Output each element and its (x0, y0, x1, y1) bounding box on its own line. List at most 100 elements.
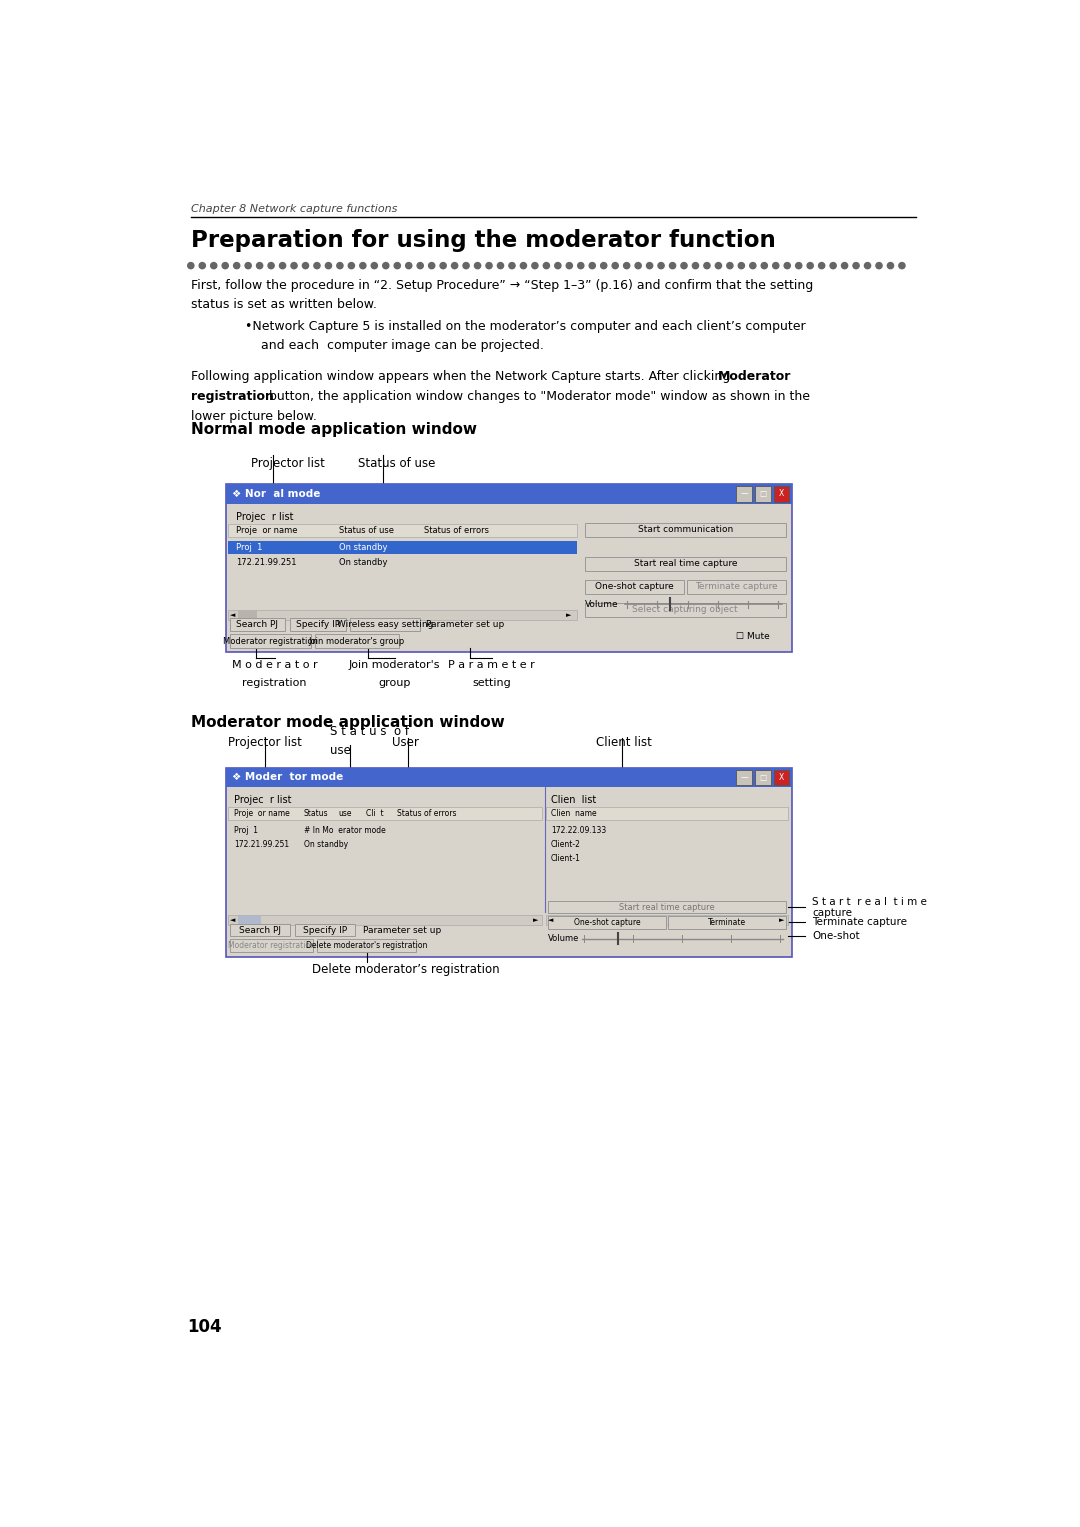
Text: Status of use: Status of use (359, 457, 435, 470)
Circle shape (302, 263, 309, 269)
Bar (669, 916, 786, 928)
Text: Wireless easy setting: Wireless easy setting (337, 620, 433, 629)
Text: X: X (779, 490, 784, 498)
Text: Terminate capture: Terminate capture (696, 582, 778, 591)
Text: Client-1: Client-1 (551, 854, 581, 863)
Text: Terminate: Terminate (708, 918, 746, 927)
Text: Search PJ: Search PJ (239, 925, 281, 935)
Text: Join moderator's: Join moderator's (349, 660, 441, 670)
Circle shape (325, 263, 332, 269)
Circle shape (635, 263, 642, 269)
Circle shape (704, 263, 710, 269)
Text: Parameter set up: Parameter set up (363, 925, 441, 935)
Bar (584, 580, 684, 594)
Text: Parameter set up: Parameter set up (427, 620, 504, 629)
Text: □: □ (759, 490, 767, 498)
Text: lower picture below.: lower picture below. (191, 409, 316, 423)
Bar (773, 770, 789, 785)
Circle shape (819, 263, 825, 269)
Text: registration: registration (191, 389, 273, 403)
Text: Moderator registration: Moderator registration (222, 637, 318, 646)
Bar (227, 484, 793, 504)
Text: Client list: Client list (596, 736, 652, 750)
Circle shape (245, 263, 252, 269)
Bar (318, 939, 416, 951)
Text: ❖ Moder  tor mode: ❖ Moder tor mode (232, 773, 343, 782)
Circle shape (680, 263, 687, 269)
Circle shape (566, 263, 572, 269)
Text: •Network Capture 5 is installed on the moderator’s computer and each client’s co: •Network Capture 5 is installed on the m… (245, 319, 806, 333)
Circle shape (257, 263, 262, 269)
Text: Chapter 8 Network capture functions: Chapter 8 Network capture functions (191, 205, 397, 214)
Text: Proje  or name: Proje or name (234, 809, 289, 818)
Circle shape (692, 263, 699, 269)
Text: status is set as written below.: status is set as written below. (191, 298, 377, 312)
Circle shape (739, 263, 744, 269)
Text: Client-2: Client-2 (551, 840, 581, 849)
Circle shape (796, 263, 801, 269)
Bar (228, 524, 577, 538)
Text: Delete moderator’s registration: Delete moderator’s registration (312, 964, 500, 976)
Bar (238, 916, 261, 924)
Bar (291, 618, 346, 631)
Text: Delete moderator's registration: Delete moderator's registration (306, 941, 428, 950)
Bar (755, 486, 770, 502)
Text: and each  computer image can be projected.: and each computer image can be projected… (260, 339, 543, 351)
Text: 104: 104 (187, 1318, 221, 1336)
Text: —: — (740, 490, 748, 498)
Text: button, the application window changes to "Moderator mode" window as shown in th: button, the application window changes t… (266, 389, 810, 403)
Text: Projec  r list: Projec r list (235, 512, 294, 522)
Text: registration: registration (242, 678, 307, 689)
Circle shape (348, 263, 354, 269)
Text: Join moderator's group: Join moderator's group (309, 637, 405, 646)
Text: One-shot capture: One-shot capture (573, 918, 640, 927)
Bar (228, 541, 577, 554)
Circle shape (199, 263, 205, 269)
Circle shape (761, 263, 768, 269)
Text: use: use (330, 744, 351, 757)
Bar (737, 486, 752, 502)
Circle shape (474, 263, 481, 269)
Circle shape (831, 263, 836, 269)
Text: Moderator mode application window: Moderator mode application window (191, 715, 504, 730)
Text: group: group (378, 678, 410, 689)
Circle shape (590, 263, 595, 269)
Text: Start real time capture: Start real time capture (619, 902, 715, 912)
Text: Select capturing object: Select capturing object (633, 605, 738, 614)
Circle shape (463, 263, 469, 269)
Circle shape (807, 263, 813, 269)
Circle shape (727, 263, 733, 269)
Text: S t a t u s  o f: S t a t u s o f (330, 725, 409, 739)
Circle shape (750, 263, 756, 269)
Circle shape (291, 263, 297, 269)
Circle shape (486, 263, 492, 269)
Text: setting: setting (472, 678, 511, 689)
Text: Normal mode application window: Normal mode application window (191, 421, 476, 437)
Circle shape (647, 263, 652, 269)
Bar (773, 486, 789, 502)
Bar (558, 916, 581, 924)
Circle shape (222, 263, 228, 269)
Bar (230, 939, 313, 951)
Text: Preparation for using the moderator function: Preparation for using the moderator func… (191, 229, 775, 252)
Text: Search PJ: Search PJ (237, 620, 279, 629)
Bar (230, 634, 311, 647)
Text: Start real time capture: Start real time capture (634, 559, 737, 568)
Circle shape (670, 263, 676, 269)
Circle shape (498, 263, 503, 269)
Text: Projector list: Projector list (252, 457, 325, 470)
Bar (546, 915, 787, 925)
Circle shape (314, 263, 320, 269)
Circle shape (211, 263, 217, 269)
Text: Proj  1: Proj 1 (235, 544, 262, 551)
Text: ◄: ◄ (548, 916, 553, 922)
Text: Status: Status (303, 809, 328, 818)
Circle shape (578, 263, 584, 269)
Bar (546, 808, 787, 820)
Circle shape (406, 263, 411, 269)
Bar (228, 609, 577, 620)
Bar (584, 603, 786, 617)
Bar (230, 924, 291, 936)
Text: On standby: On standby (339, 544, 388, 551)
Text: capture: capture (812, 909, 852, 918)
